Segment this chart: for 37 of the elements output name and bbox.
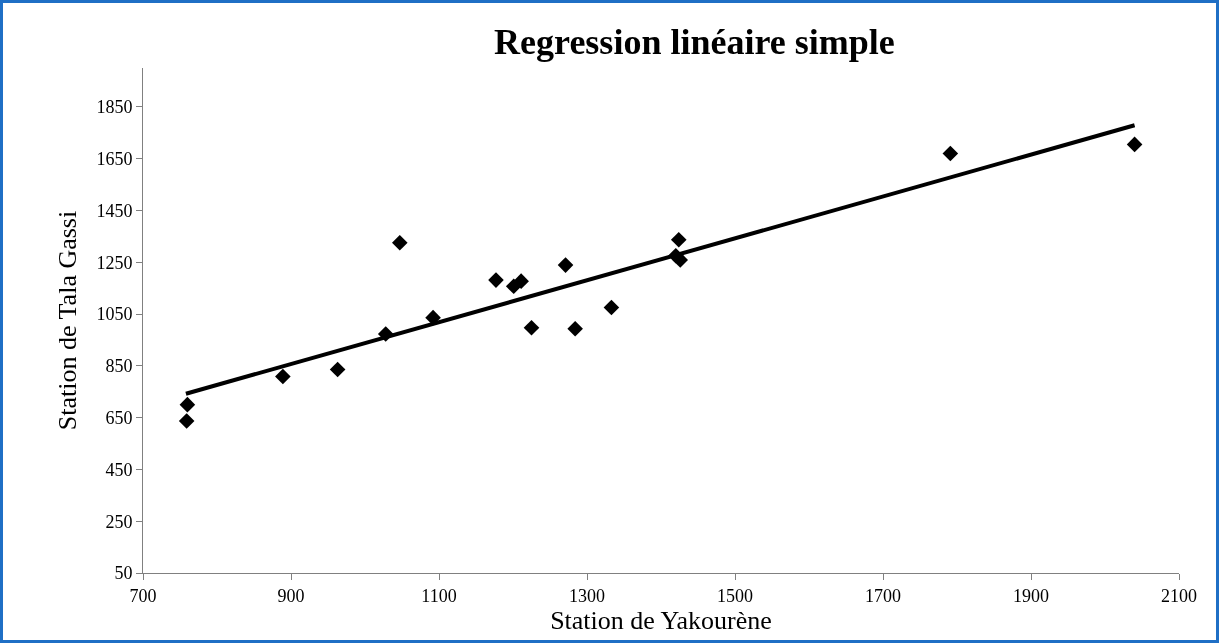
- y-tick-label: 50: [114, 563, 133, 584]
- point: [567, 320, 583, 337]
- point: [603, 299, 620, 316]
- y-axis-title: Station de Tala Gassi: [52, 210, 82, 431]
- y-tick-label: 1050: [96, 304, 133, 325]
- point: [329, 361, 346, 378]
- x-tick-label: 1700: [865, 585, 901, 606]
- y-tick-label: 1650: [96, 148, 133, 169]
- point: [1126, 136, 1143, 153]
- point: [523, 319, 540, 336]
- y-tick-label: 450: [105, 459, 133, 480]
- point: [942, 145, 959, 162]
- point: [425, 309, 441, 326]
- point: [670, 231, 687, 248]
- x-axis-title: Station de Yakourène: [550, 605, 772, 635]
- y-tick-label: 1850: [96, 97, 133, 118]
- x-tick-label: 1900: [1013, 585, 1049, 606]
- x-tick-label: 700: [129, 585, 157, 606]
- x-tick-label: 1100: [421, 585, 457, 606]
- y-tick-label: 1250: [96, 252, 133, 273]
- point: [391, 235, 408, 251]
- point: [488, 272, 504, 288]
- y-tick-label: 250: [105, 511, 133, 532]
- point: [513, 273, 529, 289]
- y-tick-label: 850: [105, 356, 133, 377]
- point: [275, 368, 291, 385]
- y-tick-label: 650: [105, 407, 133, 428]
- x-tick-label: 1500: [717, 585, 753, 606]
- point: [178, 413, 195, 429]
- y-tick-label: 1450: [96, 200, 133, 221]
- x-tick-label: 1300: [569, 585, 605, 606]
- x-tick-label: 2100: [1161, 585, 1197, 606]
- x-tick-label: 900: [277, 585, 305, 606]
- point: [377, 326, 394, 342]
- point: [179, 396, 196, 413]
- point: [557, 257, 574, 273]
- chart-title: Regression linéaire simple: [494, 21, 895, 62]
